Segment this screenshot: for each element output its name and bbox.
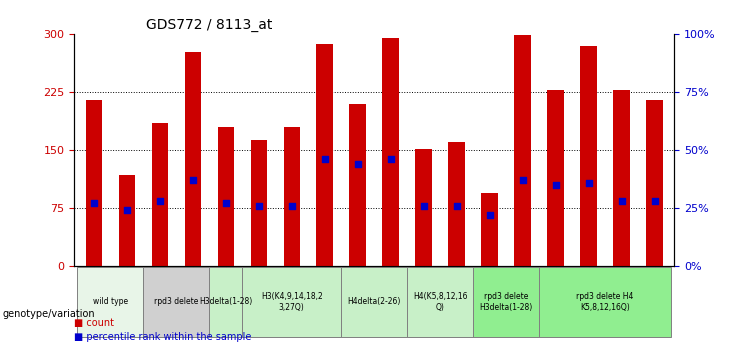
Point [550, 182, 562, 188]
FancyBboxPatch shape [605, 337, 638, 338]
Bar [350, 104, 366, 266]
FancyBboxPatch shape [209, 337, 242, 338]
Point [616, 198, 628, 204]
Bar [316, 44, 333, 266]
Point [319, 157, 330, 162]
FancyBboxPatch shape [341, 267, 408, 337]
Bar [482, 193, 498, 266]
FancyBboxPatch shape [275, 337, 308, 338]
FancyBboxPatch shape [408, 337, 440, 338]
FancyBboxPatch shape [572, 337, 605, 338]
Bar [382, 38, 399, 266]
FancyBboxPatch shape [143, 337, 176, 338]
Point [451, 203, 462, 208]
FancyBboxPatch shape [506, 337, 539, 338]
FancyBboxPatch shape [408, 267, 473, 337]
Text: H3delta(1-28): H3delta(1-28) [199, 297, 253, 306]
FancyBboxPatch shape [638, 337, 671, 338]
FancyBboxPatch shape [341, 337, 374, 338]
Bar [250, 140, 267, 266]
Text: GDS772 / 8113_at: GDS772 / 8113_at [146, 18, 273, 32]
Text: genotype/variation: genotype/variation [2, 309, 95, 319]
Point [648, 198, 660, 204]
Bar [185, 52, 201, 266]
Bar [448, 142, 465, 266]
Point [385, 157, 396, 162]
Point [187, 177, 199, 183]
Text: rpd3 delete
H3delta(1-28): rpd3 delete H3delta(1-28) [479, 292, 533, 312]
Bar [646, 100, 662, 266]
Text: H4delta(2-26): H4delta(2-26) [348, 297, 401, 306]
FancyBboxPatch shape [77, 337, 110, 338]
FancyBboxPatch shape [143, 267, 209, 337]
Text: ■ count: ■ count [74, 318, 114, 328]
Bar [86, 100, 102, 266]
Point [582, 180, 594, 185]
FancyBboxPatch shape [176, 337, 209, 338]
FancyBboxPatch shape [77, 267, 143, 337]
Text: ■ percentile rank within the sample: ■ percentile rank within the sample [74, 332, 251, 342]
Bar [218, 127, 234, 266]
Text: rpd3 delete: rpd3 delete [154, 297, 199, 306]
Point [154, 198, 166, 204]
FancyBboxPatch shape [539, 267, 671, 337]
Point [253, 203, 265, 208]
Bar [152, 123, 168, 266]
FancyBboxPatch shape [473, 337, 506, 338]
Point [516, 177, 528, 183]
Text: wild type: wild type [93, 297, 128, 306]
FancyBboxPatch shape [242, 337, 275, 338]
Point [352, 161, 364, 167]
Text: H4(K5,8,12,16
Q): H4(K5,8,12,16 Q) [413, 292, 468, 312]
FancyBboxPatch shape [110, 337, 143, 338]
FancyBboxPatch shape [440, 337, 473, 338]
Bar [284, 127, 300, 266]
FancyBboxPatch shape [308, 337, 341, 338]
Bar [119, 175, 135, 266]
Point [121, 208, 133, 213]
Point [484, 212, 496, 218]
Point [418, 203, 430, 208]
Point [88, 200, 100, 206]
Bar [614, 90, 630, 266]
Bar [548, 90, 564, 266]
FancyBboxPatch shape [374, 337, 408, 338]
FancyBboxPatch shape [242, 267, 341, 337]
Bar [416, 149, 432, 266]
FancyBboxPatch shape [539, 337, 572, 338]
Text: H3(K4,9,14,18,2
3,27Q): H3(K4,9,14,18,2 3,27Q) [261, 292, 322, 312]
Point [286, 203, 298, 208]
FancyBboxPatch shape [473, 267, 539, 337]
Text: rpd3 delete H4
K5,8,12,16Q): rpd3 delete H4 K5,8,12,16Q) [576, 292, 634, 312]
Point [220, 200, 232, 206]
Bar [580, 46, 597, 266]
FancyBboxPatch shape [209, 267, 242, 337]
Bar [514, 15, 531, 266]
